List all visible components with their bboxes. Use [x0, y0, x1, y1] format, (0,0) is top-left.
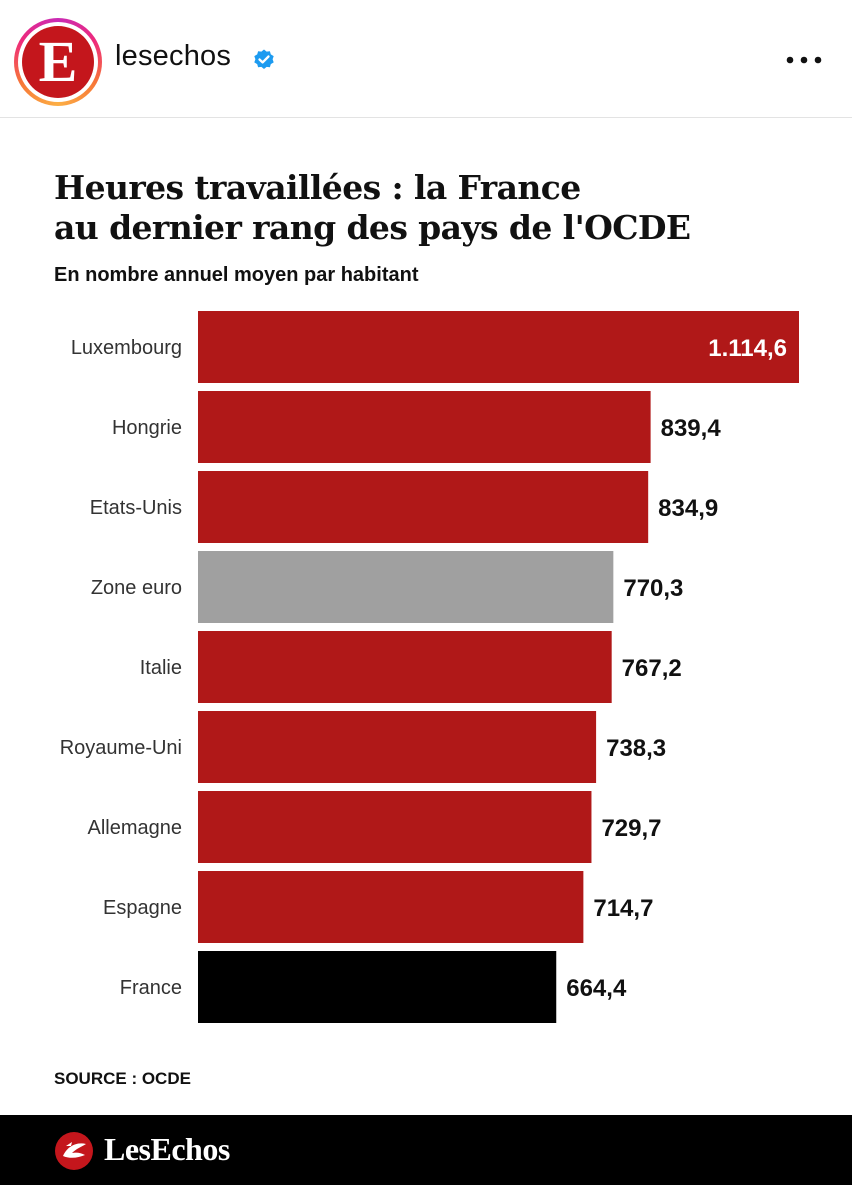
bar-hongrie	[198, 391, 651, 463]
value-label-etats-unis: 834,9	[658, 495, 718, 522]
category-label-luxembourg: Luxembourg	[71, 337, 182, 359]
value-label-france: 664,4	[566, 975, 627, 1002]
category-label-hongrie: Hongrie	[112, 417, 182, 439]
value-label-luxembourg: 1.114,6	[708, 335, 787, 362]
les-echos-logo-icon	[55, 1132, 93, 1170]
category-label-italie: Italie	[140, 657, 182, 679]
chart-subtitle: En nombre annuel moyen par habitant	[54, 264, 419, 286]
bar-chart: Luxembourg 1.114,6 Hongrie 839,4 Etats-Unis 8…	[60, 311, 799, 1023]
verified-badge-icon	[254, 49, 274, 69]
avatar[interactable]: E	[14, 18, 102, 106]
bar-zone-euro	[198, 551, 614, 623]
value-label-royaume-uni: 738,3	[606, 735, 666, 762]
bar-france	[198, 951, 557, 1023]
footer-banner: LesEchos	[0, 1115, 852, 1185]
bar-allemagne	[198, 791, 592, 863]
bar-italie	[198, 631, 612, 703]
value-label-espagne: 714,7	[593, 895, 653, 922]
bar-royaume-uni	[198, 711, 597, 783]
category-label-france: France	[120, 977, 182, 999]
footer-brand: LesEchos	[104, 1131, 230, 1167]
chart-title: Heures travaillées : la France au dernier…	[54, 168, 691, 247]
category-label-espagne: Espagne	[103, 897, 182, 919]
bar-etats-unis	[198, 471, 649, 543]
more-options-icon[interactable]	[784, 54, 824, 66]
chart-source: SOURCE : OCDE	[54, 1069, 191, 1088]
value-label-allemagne: 729,7	[601, 815, 661, 842]
category-label-etats-unis: Etats-Unis	[90, 497, 182, 519]
username[interactable]: lesechos	[115, 40, 232, 72]
value-label-italie: 767,2	[622, 655, 682, 682]
value-label-zone-euro: 770,3	[623, 575, 683, 602]
category-label-royaume-uni: Royaume-Uni	[60, 737, 182, 759]
value-label-hongrie: 839,4	[661, 415, 722, 442]
category-label-allemagne: Allemagne	[87, 817, 182, 839]
bar-luxembourg	[198, 311, 799, 383]
post-header: E lesechos	[0, 0, 852, 118]
bar-espagne	[198, 871, 584, 943]
avatar-letter: E	[22, 26, 94, 98]
category-label-zone-euro: Zone euro	[91, 577, 182, 599]
